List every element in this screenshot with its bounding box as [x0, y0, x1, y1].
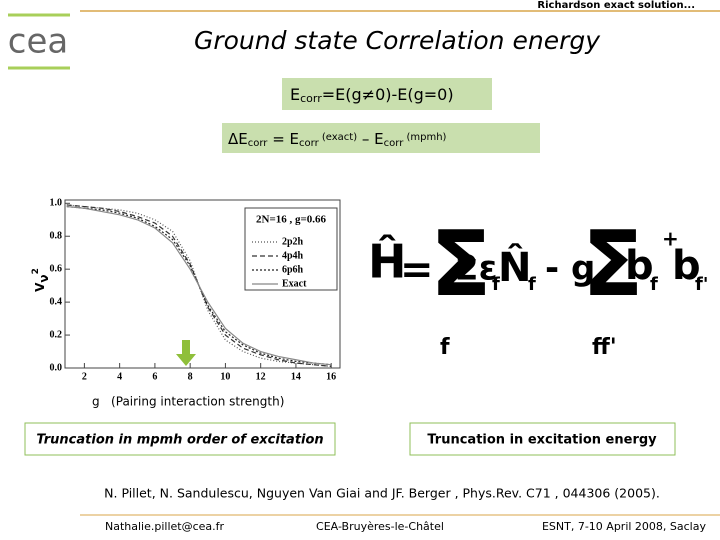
- subscript: corr: [248, 138, 269, 149]
- legend-title: 2N=16 , g=0.66: [256, 214, 326, 226]
- text: = E: [267, 130, 299, 148]
- logo: cea: [8, 22, 68, 62]
- series-line: [66, 205, 332, 366]
- formula-part: Σ: [582, 212, 643, 317]
- series-line: [66, 205, 332, 366]
- footer-place: CEA-Bruyères-le-Châtel: [316, 520, 444, 533]
- text: =E(g≠0)-E(g=0): [322, 85, 454, 104]
- y-tick-label: 0.4: [50, 296, 63, 307]
- text: ΔE: [228, 130, 248, 148]
- label-box: [409, 422, 676, 456]
- text: – E: [357, 130, 384, 148]
- x-tick-label: 14: [291, 371, 301, 382]
- plot-frame: [64, 199, 341, 369]
- label-box: [24, 422, 336, 456]
- x-tick-label: 12: [256, 371, 266, 382]
- x-tick-label: 2: [82, 371, 87, 382]
- formula-part: - g: [545, 249, 595, 289]
- legend-label: Exact: [282, 278, 307, 289]
- text: (exact): [319, 132, 358, 143]
- y-tick-label: 0.8: [50, 231, 63, 242]
- running-title: Richardson exact solution...: [537, 0, 695, 11]
- formula-box: [282, 78, 492, 110]
- text: E: [290, 85, 300, 104]
- legend-box: [244, 207, 338, 291]
- x-tick-label: 8: [188, 371, 193, 382]
- formula-part: f: [440, 335, 450, 360]
- formula-part: f': [695, 274, 708, 295]
- slide-title: Ground state Correlation energy: [194, 26, 601, 55]
- subscript: corr: [299, 138, 320, 149]
- text: (mpmh): [403, 132, 446, 143]
- arrow: [176, 340, 196, 366]
- y-tick-label: 1.0: [50, 198, 63, 209]
- y-tick-label: 0.0: [50, 362, 63, 373]
- footer-event: ESNT, 7-10 April 2008, Saclay: [542, 520, 707, 533]
- formula-box: [222, 123, 540, 153]
- legend-label: 2p2h: [282, 236, 304, 247]
- delta-ecorr: ΔEcorr = Ecorr (exact) – Ecorr (mpmh): [228, 130, 447, 150]
- y-tick-label: 0.6: [50, 263, 63, 274]
- subscript: corr: [384, 138, 405, 149]
- formula-part: Ĥ: [368, 235, 407, 289]
- subscript: corr: [300, 92, 322, 105]
- y-label-part: ν: [37, 274, 51, 282]
- formula-part: 2ε: [455, 249, 498, 289]
- x-tick-label: 4: [117, 371, 122, 382]
- label-right: Truncation in excitation energy: [427, 433, 657, 448]
- formula-part: f: [650, 274, 658, 295]
- ecorr-definition: Ecorr=E(g≠0)-E(g=0): [290, 85, 454, 106]
- y-label-part: 2: [31, 268, 41, 274]
- x-tick-label: 6: [152, 371, 157, 382]
- caption: g (Pairing interaction strength): [92, 395, 284, 409]
- formula-part: =: [400, 247, 434, 293]
- formula-part: +: [662, 227, 679, 251]
- legend-label: 6p6h: [282, 264, 304, 275]
- legend-label: 4p4h: [282, 250, 304, 261]
- x-tick-label: 16: [326, 371, 336, 382]
- formula-part: N̂: [498, 243, 531, 291]
- label-left: Truncation in mpmh order of excitation: [36, 433, 323, 448]
- formula-part: f: [528, 274, 536, 295]
- x-tick-label: 10: [220, 371, 230, 382]
- y-axis-label: Vν2: [31, 268, 51, 292]
- formula-part: f: [492, 274, 500, 295]
- formula-part: Σ: [430, 212, 491, 317]
- y-label-part: V: [33, 282, 47, 292]
- formula-part: b: [672, 243, 701, 289]
- footer-email: Nathalie.pillet@cea.fr: [105, 520, 225, 533]
- formula-part: ff': [592, 335, 617, 360]
- formula-part: b: [625, 243, 654, 289]
- y-tick-label: 0.2: [50, 329, 63, 340]
- reference: N. Pillet, N. Sandulescu, Nguyen Van Gia…: [104, 486, 660, 501]
